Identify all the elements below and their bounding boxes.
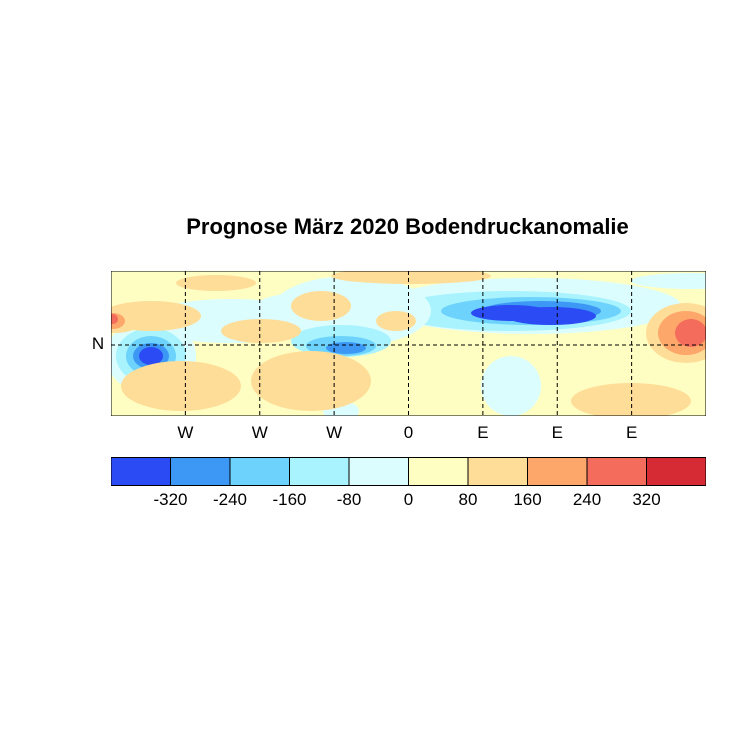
x-tick-label: W: [326, 423, 343, 442]
y-tick-label: N: [91, 334, 105, 353]
colorbar-swatch: [229, 457, 290, 486]
colorbar-swatch: [111, 457, 171, 486]
anomaly-region: [176, 275, 256, 291]
anomaly-region: [291, 291, 351, 321]
colorbar: [111, 457, 706, 486]
chart-title: Prognose März 2020 Bodendruckanomalie: [186, 214, 629, 239]
colorbar-swatch: [527, 457, 588, 486]
colorbar-swatch: [467, 457, 528, 486]
colorbar-tick-label: 160: [513, 490, 542, 509]
colorbar-tick-label: 240: [572, 490, 602, 509]
anomaly-region: [121, 361, 241, 411]
colorbar-tick-label: -320: [153, 490, 188, 509]
x-tick-label: W: [251, 423, 268, 442]
colorbar-tick-label: -240: [212, 490, 248, 509]
colorbar-tick-label: 80: [458, 490, 478, 509]
colorbar-tick-label: -160: [272, 490, 307, 509]
anomaly-map: [111, 271, 706, 416]
anomaly-region: [481, 356, 541, 416]
anomaly-region: [326, 342, 366, 354]
anomaly-region: [251, 351, 371, 411]
colorbar-swatch: [646, 457, 706, 486]
anomaly-region: [571, 383, 691, 416]
colorbar-swatch: [170, 457, 231, 486]
anomaly-region: [221, 319, 301, 343]
colorbar-swatch: [348, 457, 409, 486]
anomaly-region: [675, 319, 706, 347]
colorbar-tick-label: -80: [336, 490, 362, 509]
colorbar-tick-label: 0: [403, 490, 414, 509]
anomaly-region: [631, 273, 706, 289]
anomaly-region: [471, 305, 551, 321]
colorbar-swatch: [408, 457, 469, 486]
x-tick-label: E: [477, 423, 489, 442]
x-tick-label: E: [625, 423, 638, 442]
colorbar-swatch: [586, 457, 647, 486]
anomaly-region: [139, 347, 163, 365]
anomaly-region: [376, 311, 416, 331]
colorbar-tick-label: 320: [632, 490, 661, 509]
x-tick-label: W: [177, 423, 194, 442]
x-tick-label: E: [551, 423, 563, 442]
anomaly-region: [331, 271, 491, 284]
anomaly-region: [111, 314, 118, 324]
x-tick-label: 0: [403, 423, 414, 442]
colorbar-swatch: [289, 457, 350, 486]
